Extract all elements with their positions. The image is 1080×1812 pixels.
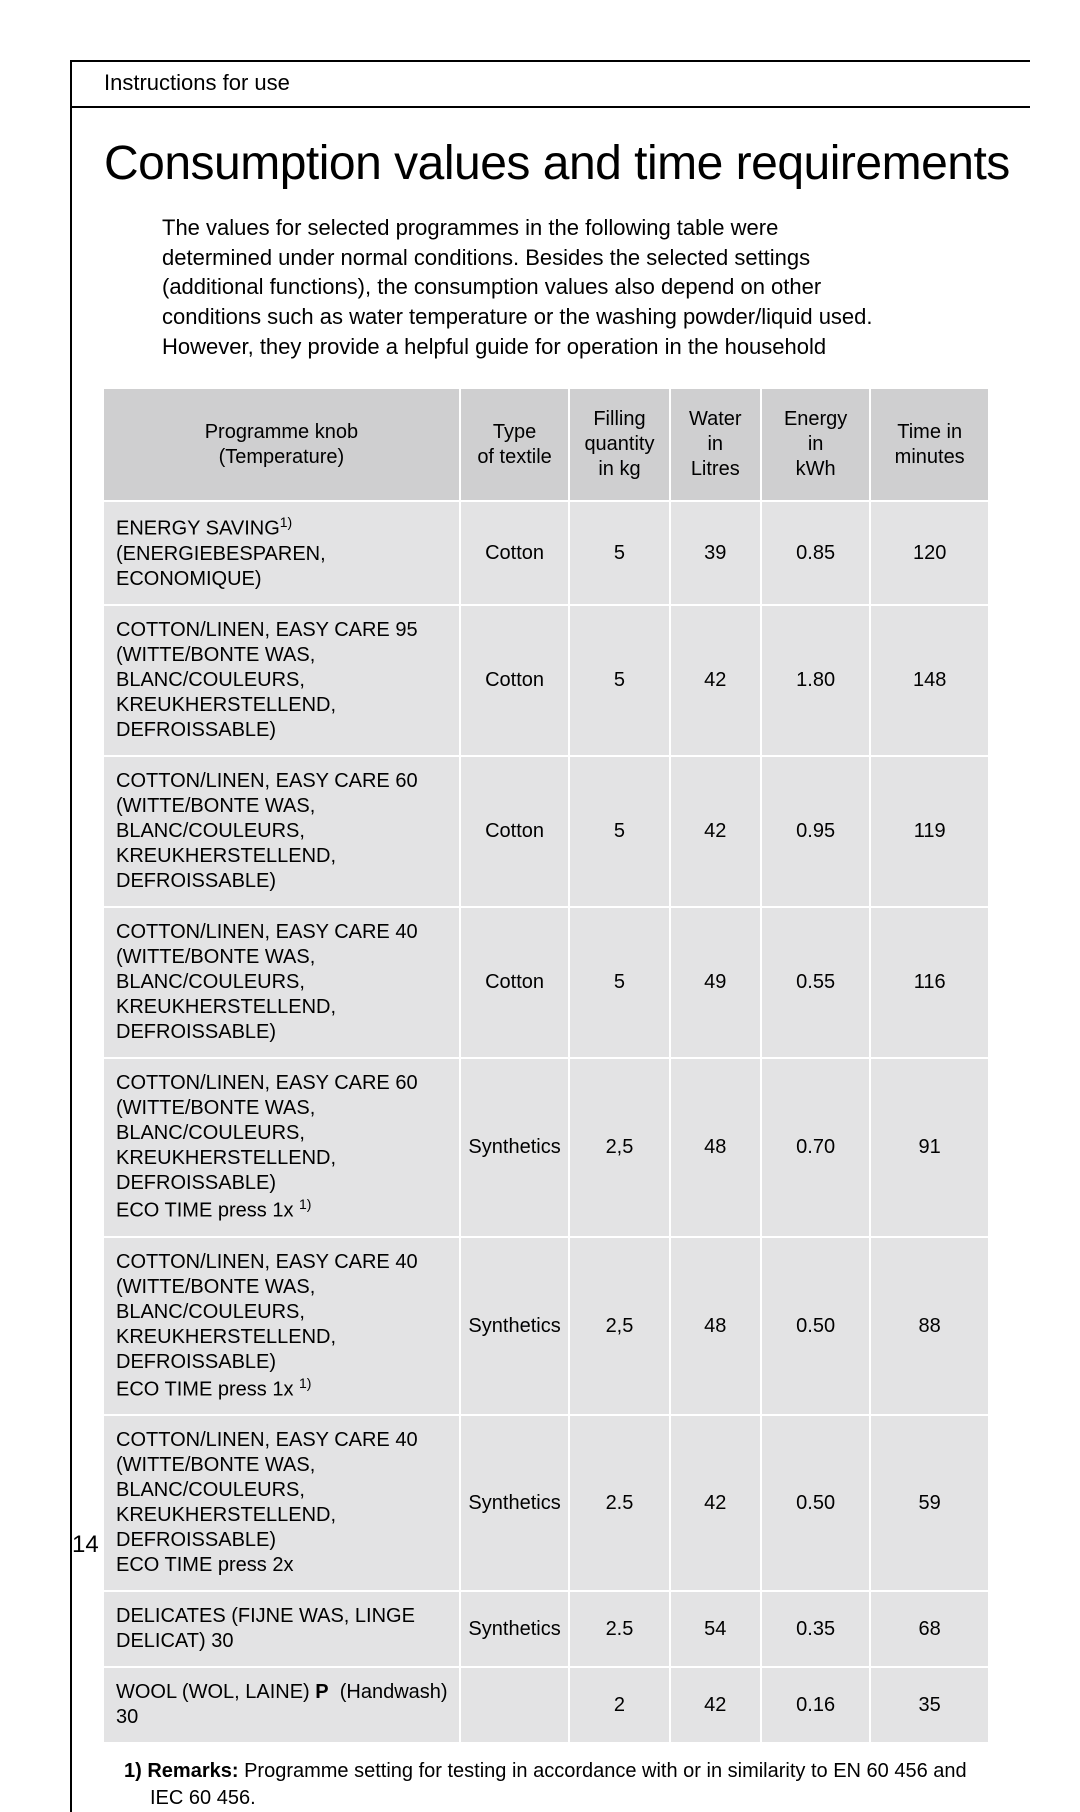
cell-type: Cotton [460,907,569,1058]
cell-time: 119 [870,756,989,907]
cell-fill: 2.5 [569,1415,669,1591]
cell-water: 42 [670,1667,761,1743]
cell-water: 48 [670,1058,761,1237]
cell-fill: 5 [569,907,669,1058]
cell-energy: 0.16 [761,1667,870,1743]
table-row: COTTON/LINEN, EASY CARE 95(WITTE/BONTE W… [104,605,989,756]
table-row: COTTON/LINEN, EASY CARE 40(WITTE/BONTE W… [104,1237,989,1416]
cell-water: 42 [670,605,761,756]
remarks-label: 1) Remarks: [124,1760,239,1782]
cell-prog: ENERGY SAVING1)(ENERGIEBESPAREN, ECONOMI… [104,501,460,605]
cell-time: 68 [870,1591,989,1667]
cell-water: 54 [670,1591,761,1667]
cell-prog: COTTON/LINEN, EASY CARE 60(WITTE/BONTE W… [104,1058,460,1237]
consumption-table: Programme knob(Temperature)Typeof textil… [104,389,990,1744]
col-header-5: Time inminutes [870,389,989,501]
cell-fill: 5 [569,756,669,907]
cell-energy: 0.50 [761,1415,870,1591]
cell-energy: 0.55 [761,907,870,1058]
cell-energy: 1.80 [761,605,870,756]
page-title: Consumption values and time requirements [104,136,1010,191]
col-header-2: Fillingquantityin kg [569,389,669,501]
cell-time: 116 [870,907,989,1058]
cell-fill: 5 [569,605,669,756]
cell-water: 42 [670,1415,761,1591]
cell-water: 39 [670,501,761,605]
cell-time: 35 [870,1667,989,1743]
intro-paragraph: The values for selected programmes in th… [162,213,890,361]
cell-fill: 2 [569,1667,669,1743]
cell-time: 148 [870,605,989,756]
col-header-4: EnergyinkWh [761,389,870,501]
cell-water: 49 [670,907,761,1058]
cell-prog: DELICATES (FIJNE WAS, LINGE DELICAT) 30 [104,1591,460,1667]
cell-type: Synthetics [460,1237,569,1416]
table-row: COTTON/LINEN, EASY CARE 40(WITTE/BONTE W… [104,1415,989,1591]
cell-type: Synthetics [460,1591,569,1667]
table-row: COTTON/LINEN, EASY CARE 40(WITTE/BONTE W… [104,907,989,1058]
page-number: 14 [72,1531,99,1559]
table-row: WOOL (WOL, LAINE) P (Handwash) 30 2420.16… [104,1667,989,1743]
cell-time: 88 [870,1237,989,1416]
col-header-3: WaterinLitres [670,389,761,501]
page-frame: Instructions for use Consumption values … [70,60,1030,1812]
col-header-1: Typeof textile [460,389,569,501]
cell-water: 42 [670,756,761,907]
cell-fill: 2,5 [569,1058,669,1237]
remarks: 1) Remarks: Programme setting for testin… [104,1758,970,1812]
cell-type: Cotton [460,605,569,756]
cell-type [460,1667,569,1743]
cell-prog: COTTON/LINEN, EASY CARE 40(WITTE/BONTE W… [104,1237,460,1416]
header-row: Instructions for use [72,62,1030,108]
cell-energy: 0.35 [761,1591,870,1667]
cell-time: 91 [870,1058,989,1237]
cell-type: Synthetics [460,1415,569,1591]
cell-energy: 0.85 [761,501,870,605]
cell-prog: COTTON/LINEN, EASY CARE 95(WITTE/BONTE W… [104,605,460,756]
table-row: COTTON/LINEN, EASY CARE 60(WITTE/BONTE W… [104,756,989,907]
cell-prog: COTTON/LINEN, EASY CARE 40(WITTE/BONTE W… [104,1415,460,1591]
table-header-row: Programme knob(Temperature)Typeof textil… [104,389,989,501]
cell-time: 120 [870,501,989,605]
cell-prog: WOOL (WOL, LAINE) P (Handwash) 30 [104,1667,460,1743]
cell-energy: 0.95 [761,756,870,907]
cell-type: Synthetics [460,1058,569,1237]
cell-energy: 0.70 [761,1058,870,1237]
cell-fill: 2.5 [569,1591,669,1667]
table-row: ENERGY SAVING1)(ENERGIEBESPAREN, ECONOMI… [104,501,989,605]
table-head: Programme knob(Temperature)Typeof textil… [104,389,989,501]
col-header-0: Programme knob(Temperature) [104,389,460,501]
cell-type: Cotton [460,501,569,605]
remarks-text: Programme setting for testing in accorda… [150,1760,967,1809]
header-label: Instructions for use [104,70,290,96]
cell-type: Cotton [460,756,569,907]
cell-prog: COTTON/LINEN, EASY CARE 40(WITTE/BONTE W… [104,907,460,1058]
cell-fill: 2,5 [569,1237,669,1416]
consumption-table-wrap: Programme knob(Temperature)Typeof textil… [104,389,990,1744]
cell-water: 48 [670,1237,761,1416]
cell-fill: 5 [569,501,669,605]
table-row: DELICATES (FIJNE WAS, LINGE DELICAT) 30S… [104,1591,989,1667]
cell-prog: COTTON/LINEN, EASY CARE 60(WITTE/BONTE W… [104,756,460,907]
cell-time: 59 [870,1415,989,1591]
table-row: COTTON/LINEN, EASY CARE 60(WITTE/BONTE W… [104,1058,989,1237]
cell-energy: 0.50 [761,1237,870,1416]
table-body: ENERGY SAVING1)(ENERGIEBESPAREN, ECONOMI… [104,501,989,1743]
